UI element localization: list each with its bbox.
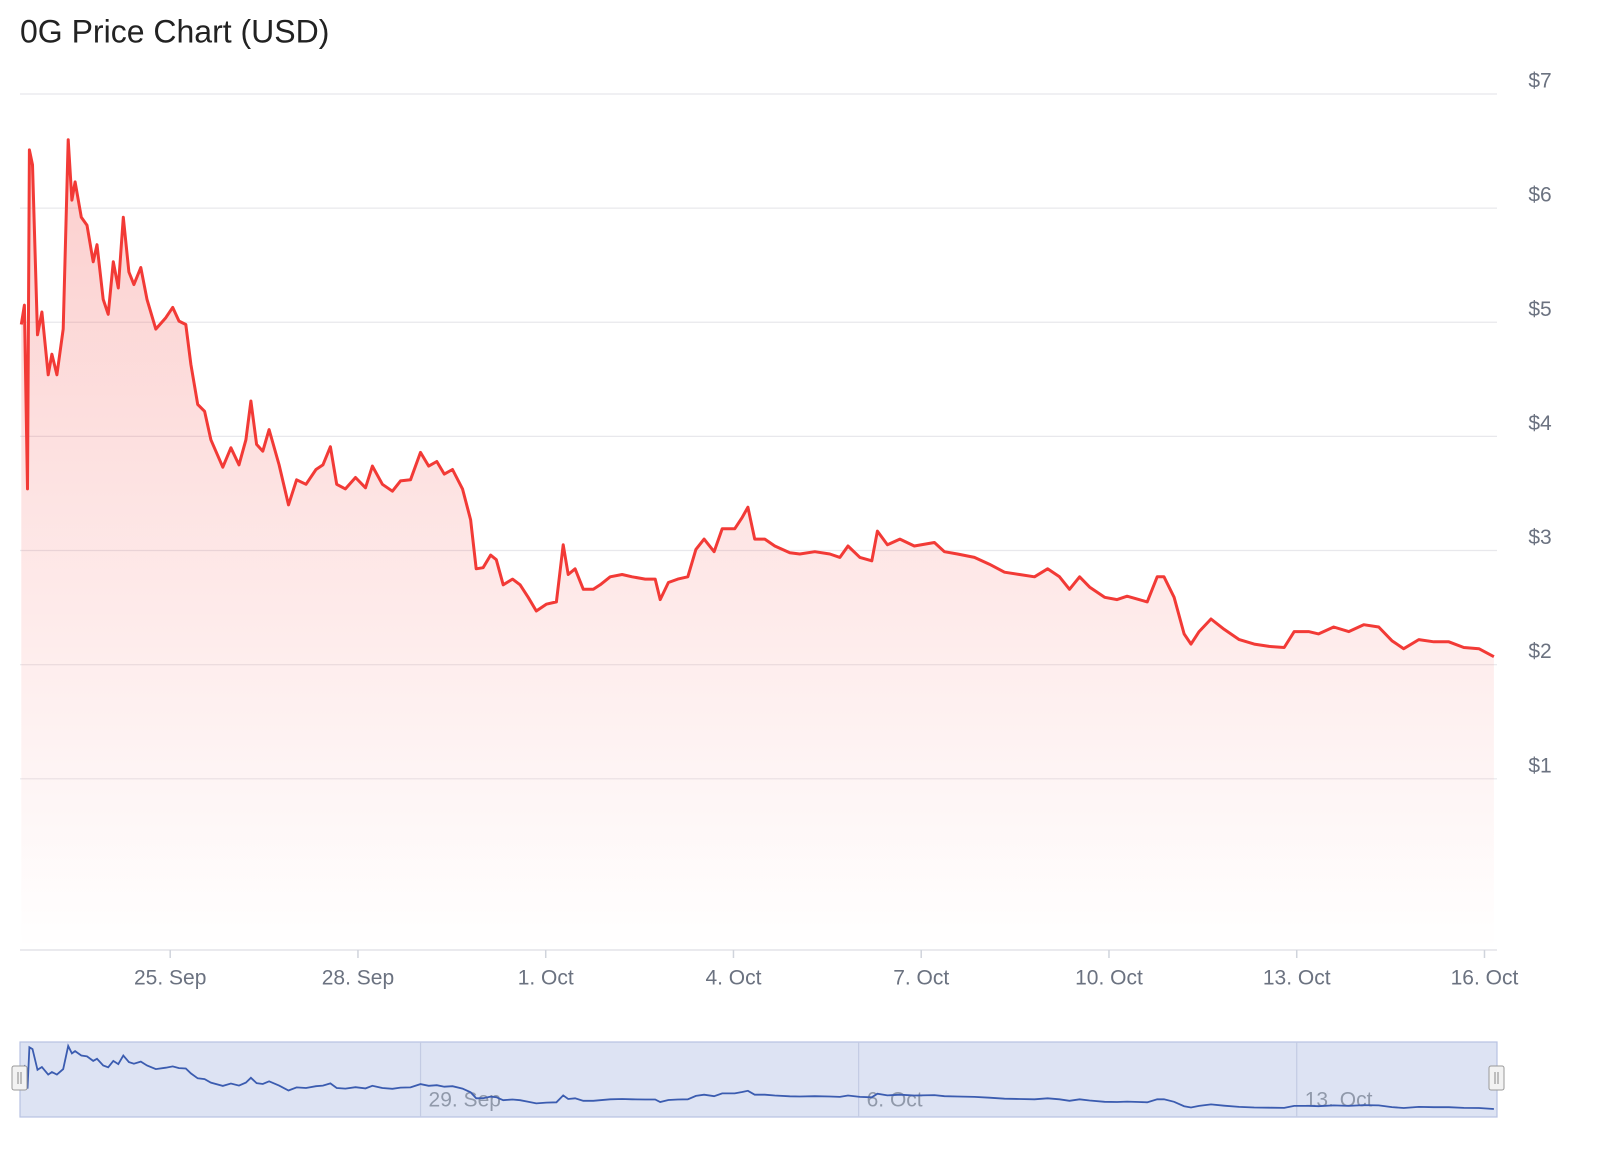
y-tick-label: $5 [1528, 298, 1551, 321]
y-tick-label: $7 [1528, 70, 1551, 93]
navigator-window [19, 1041, 1498, 1118]
area-fill [21, 139, 1494, 950]
x-tick-label: 16. Oct [1451, 967, 1519, 990]
y-tick-label: $4 [1528, 412, 1552, 435]
navigator-tick-label: 13. Oct [1305, 1089, 1373, 1112]
x-tick-label: 4. Oct [705, 967, 761, 990]
chart-title: 0G Price Chart (USD) [20, 13, 329, 49]
navigator-tick-label: 6. Oct [867, 1089, 923, 1112]
x-tick-label: 10. Oct [1075, 967, 1143, 990]
navigator-line [20, 1043, 1494, 1110]
navigator-handle [11, 1065, 28, 1091]
x-tick-label: 13. Oct [1263, 967, 1331, 990]
x-tick-label: 7. Oct [893, 967, 949, 990]
x-tick-label: 1. Oct [518, 967, 574, 990]
y-tick-label: $2 [1528, 640, 1551, 663]
y-tick-label: $6 [1528, 184, 1551, 207]
y-tick-label: $1 [1528, 754, 1551, 777]
navigator-tick-label: 29. Sep [429, 1089, 501, 1112]
price-line [19, 138, 1495, 659]
navigator-handle [1488, 1065, 1505, 1091]
x-tick-label: 25. Sep [134, 967, 206, 990]
y-tick-label: $3 [1528, 526, 1551, 549]
x-tick-label: 28. Sep [322, 967, 394, 990]
